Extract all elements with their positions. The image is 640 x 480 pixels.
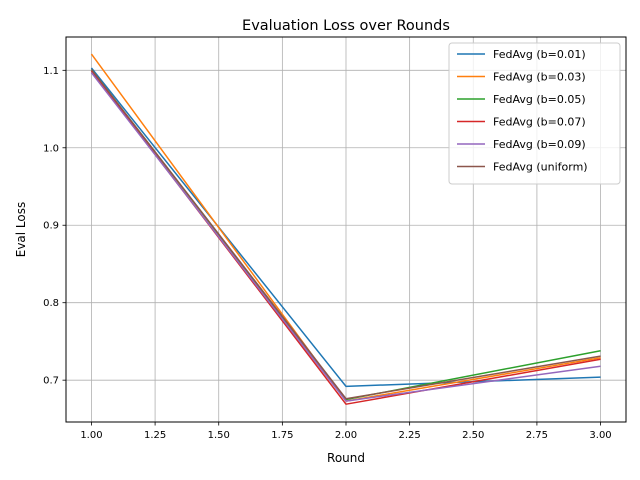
legend-entry-label: FedAvg (b=0.09) [493,138,586,151]
legend-entry-label: FedAvg (b=0.07) [493,116,586,129]
legend-entry-label: FedAvg (b=0.05) [493,93,586,106]
legend: FedAvg (b=0.01) FedAvg (b=0.03) FedAvg (b=… [448,42,621,185]
x-tick-label: 2.25 [399,430,421,441]
legend-entry-label: FedAvg (uniform) [493,161,588,174]
x-tick-label: 2.75 [526,430,548,441]
x-axis: 1.00 1.25 1.50 1.75 2.00 2.25 2.50 2.75 3.00 [80,422,612,441]
legend-entry-label: FedAvg (b=0.01) [493,48,586,61]
legend-box [448,42,621,185]
x-tick-label: 1.50 [208,430,230,441]
x-tick-label: 2.50 [462,430,484,441]
x-axis-label: Round [327,451,365,465]
series-lines [90,53,601,405]
series-line [90,69,601,400]
y-tick-label: 0.9 [43,221,59,232]
series-line [90,72,601,402]
y-tick-label: 0.7 [43,376,59,387]
y-tick-label: 1.1 [43,66,59,77]
series-line [90,67,601,388]
y-axis: 0.7 0.8 0.9 1.0 1.1 [43,66,66,387]
legend-entry-label: FedAvg (b=0.03) [493,71,586,84]
x-tick-label: 1.75 [271,430,293,441]
chart-title: Evaluation Loss over Rounds [242,18,450,34]
x-tick-label: 1.00 [80,430,102,441]
y-axis-label: Eval Loss [14,202,28,258]
x-tick-label: 2.00 [335,430,357,441]
x-tick-label: 1.25 [144,430,166,441]
y-tick-label: 1.0 [43,143,59,154]
x-tick-label: 3.00 [589,430,611,441]
y-tick-label: 0.8 [43,298,59,309]
